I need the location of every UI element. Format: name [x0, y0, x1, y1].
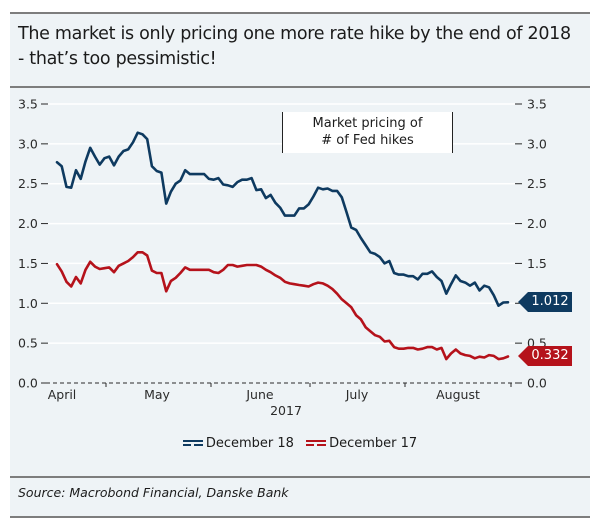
y-tick-label-right: 2.5 — [527, 176, 547, 191]
y-tick-label-left: 3.5 — [18, 97, 38, 112]
end-value-badge-december-17: 0.332 — [518, 346, 572, 366]
source-note: Source: Macrobond Financial, Danske Bank — [18, 485, 289, 500]
end-value-badge-december-18: 1.012 — [518, 292, 572, 312]
x-tick-label: April — [48, 387, 77, 402]
y-tick-label-left: 1.0 — [18, 296, 38, 311]
bottom-rule — [10, 516, 590, 518]
legend-label: December 17 — [329, 435, 418, 451]
legend-swatch-icon — [182, 440, 203, 446]
x-tick-label: May — [144, 387, 170, 402]
x-tick-label: July — [345, 387, 369, 402]
series-line-december-17 — [55, 251, 510, 361]
legend-label: December 18 — [205, 435, 294, 451]
series-line-december-18 — [55, 131, 510, 308]
annotation-line-1: Market pricing of — [312, 116, 423, 131]
y-tick-label-left: 0.5 — [18, 336, 38, 351]
title-rule — [10, 86, 590, 88]
annotation-box: Market pricing of # of Fed hikes — [282, 112, 453, 153]
y-tick-label-left: 2.0 — [18, 216, 38, 231]
chart-frame — [10, 12, 590, 518]
top-rule — [10, 12, 590, 14]
x-tick-label: August — [436, 387, 480, 402]
y-tick-label-right: 1.5 — [527, 256, 547, 271]
y-tick-label-right: 0.0 — [527, 376, 547, 391]
y-tick-label-left: 1.5 — [18, 256, 38, 271]
y-tick-label-left: 0.0 — [18, 376, 38, 391]
footer-rule — [10, 476, 590, 478]
legend: December 18 December 17 — [0, 435, 600, 451]
annotation-line-2: # of Fed hikes — [321, 133, 414, 148]
legend-item-december-17: December 17 — [306, 436, 417, 451]
legend-item-december-18: December 18 — [182, 435, 294, 451]
y-tick-label-right: 2.0 — [527, 216, 547, 231]
y-tick-label-right: 3.5 — [527, 97, 547, 112]
x-axis-year-label: 2017 — [270, 403, 302, 418]
y-tick-label-left: 2.5 — [18, 176, 38, 191]
y-tick-label-right: 3.0 — [527, 136, 547, 151]
chart-title: The market is only pricing one more rate… — [18, 24, 571, 69]
x-tick-label: June — [245, 387, 274, 402]
legend-swatch-icon — [306, 440, 327, 446]
y-tick-label-left: 3.0 — [18, 136, 38, 151]
